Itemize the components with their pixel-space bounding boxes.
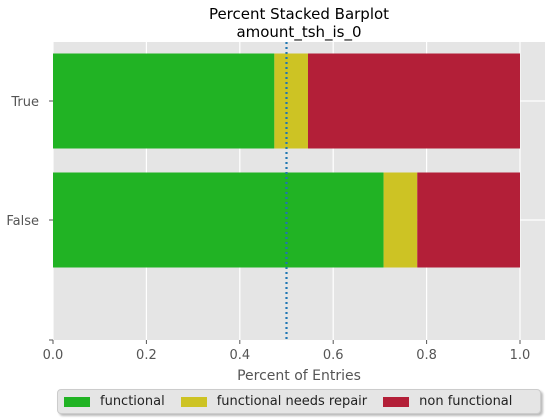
chart-legend: functional functional needs repair non fun… [57,389,541,414]
x-tick-label: 0.4 [229,348,250,363]
legend-label: non functional [419,394,513,409]
legend-item: functional needs repair [180,394,368,409]
x-tick-label: 0.2 [136,348,157,363]
y-tick-label: True [10,95,39,110]
legend-swatch [64,396,90,407]
legend-label: functional needs repair [216,394,368,409]
bar-false-non-functional [417,172,520,268]
x-tick-label: 0.8 [416,348,437,363]
legend-label: functional [100,394,165,409]
x-tick-label: 0.0 [43,348,64,363]
chart-subtitle: amount_tsh_is_0 [236,23,362,41]
bar-true-non-functional [307,53,520,149]
bar-true-functional-needs-repair [274,53,308,149]
x-axis-label: Percent of Entries [237,368,361,384]
x-tick-label: 0.6 [323,348,344,363]
bar-false-functional-needs-repair [383,172,418,268]
legend-item: functional [64,394,165,409]
legend-swatch [180,396,207,407]
bar-true-functional [53,53,275,149]
x-tick-label: 1.0 [510,348,531,363]
legend-swatch [383,396,410,407]
y-tick-label: False [6,214,39,229]
bar-false-functional [53,172,384,268]
chart-title: Percent Stacked Barplot [208,5,390,23]
legend-item: non functional [383,394,512,409]
